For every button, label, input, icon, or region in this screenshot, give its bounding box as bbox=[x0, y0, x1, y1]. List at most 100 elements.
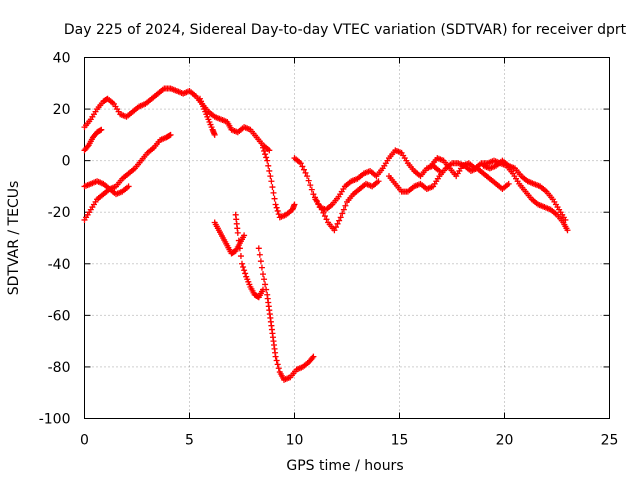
data-point-marker bbox=[270, 189, 277, 196]
data-series-5 bbox=[197, 95, 218, 138]
x-tick-label: 25 bbox=[601, 433, 619, 449]
data-point-marker bbox=[265, 162, 272, 169]
data-point-marker bbox=[237, 253, 244, 260]
y-tick-label: 40 bbox=[53, 51, 71, 67]
data-point-marker bbox=[266, 167, 273, 174]
y-tick-label: -60 bbox=[48, 308, 71, 324]
data-point-marker bbox=[267, 173, 274, 180]
data-point-marker bbox=[339, 210, 346, 217]
data-point-marker bbox=[262, 281, 269, 288]
data-point-marker bbox=[274, 361, 281, 368]
data-point-marker bbox=[297, 160, 304, 167]
data-point-marker bbox=[375, 178, 382, 185]
data-point-marker bbox=[300, 166, 307, 173]
data-point-marker bbox=[242, 270, 249, 277]
data-point-marker bbox=[334, 220, 341, 227]
y-tick-label: -100 bbox=[39, 412, 71, 428]
data-point-marker bbox=[299, 163, 306, 170]
data-point-marker bbox=[260, 144, 266, 151]
data-series-6 bbox=[260, 144, 298, 221]
data-point-marker bbox=[167, 131, 174, 138]
data-point-marker bbox=[310, 353, 317, 360]
data-point-marker bbox=[263, 286, 270, 293]
data-point-marker bbox=[340, 206, 347, 213]
data-point-marker bbox=[304, 173, 311, 180]
data-point-marker bbox=[337, 214, 344, 221]
y-tick-label: -80 bbox=[48, 360, 71, 376]
x-tick-label: 15 bbox=[391, 433, 409, 449]
data-point-marker bbox=[211, 131, 218, 138]
data-point-marker bbox=[307, 182, 314, 189]
data-point-marker bbox=[268, 178, 275, 185]
x-tick-label: 0 bbox=[80, 433, 89, 449]
data-point-marker bbox=[505, 180, 512, 187]
data-point-marker bbox=[274, 207, 281, 214]
data-point-marker bbox=[321, 213, 328, 220]
data-series-13 bbox=[428, 155, 571, 234]
data-point-marker bbox=[273, 204, 280, 211]
data-point-marker bbox=[305, 177, 312, 184]
data-point-marker bbox=[98, 126, 105, 133]
x-tick-label: 10 bbox=[286, 433, 304, 449]
data-series-3 bbox=[81, 131, 174, 223]
data-point-marker bbox=[320, 209, 327, 216]
x-axis-label: GPS time / hours bbox=[286, 458, 403, 474]
chart-title: Day 225 of 2024, Sidereal Day-to-day VTE… bbox=[64, 22, 627, 38]
data-point-marker bbox=[84, 143, 91, 150]
data-point-marker bbox=[266, 147, 273, 154]
data-point-marker bbox=[342, 202, 349, 209]
data-point-marker bbox=[263, 154, 270, 161]
data-point-marker bbox=[264, 157, 271, 164]
data-series-8 bbox=[232, 211, 266, 301]
data-series-14 bbox=[480, 157, 569, 223]
data-point-marker bbox=[271, 195, 278, 202]
data-point-marker bbox=[260, 271, 266, 278]
data-point-marker bbox=[310, 191, 317, 198]
data-series-2 bbox=[81, 126, 105, 154]
data-point-marker bbox=[323, 216, 330, 223]
y-tick-label: 0 bbox=[62, 154, 71, 170]
data-series-9 bbox=[255, 245, 317, 383]
plot-frame bbox=[84, 57, 610, 419]
data-point-marker bbox=[302, 169, 309, 176]
data-point-marker bbox=[257, 258, 264, 265]
data-series-1 bbox=[81, 85, 273, 154]
data-point-marker bbox=[255, 245, 262, 252]
y-tick-label: -40 bbox=[48, 257, 71, 273]
data-point-marker bbox=[262, 151, 269, 158]
data-series-7 bbox=[211, 219, 248, 257]
y-axis-label: SDTVAR / TECUs bbox=[6, 181, 22, 296]
data-point-marker bbox=[273, 357, 280, 364]
data-point-marker bbox=[239, 260, 245, 267]
data-point-marker bbox=[258, 264, 265, 271]
data-point-marker bbox=[562, 216, 569, 223]
data-point-marker bbox=[261, 147, 268, 154]
data-point-marker bbox=[308, 186, 315, 193]
x-tick-label: 20 bbox=[496, 433, 514, 449]
y-tick-label: 20 bbox=[53, 102, 71, 118]
data-point-marker bbox=[336, 217, 343, 224]
y-tick-label: -20 bbox=[48, 205, 71, 221]
data-series-4 bbox=[81, 178, 132, 198]
data-point-marker bbox=[235, 237, 242, 244]
data-point-marker bbox=[256, 251, 263, 258]
x-tick-label: 5 bbox=[185, 433, 194, 449]
data-point-marker bbox=[125, 183, 132, 190]
data-point-marker bbox=[332, 224, 339, 231]
data-point-marker bbox=[291, 201, 298, 208]
data-point-marker bbox=[272, 353, 279, 360]
grid bbox=[84, 57, 610, 419]
data-point-marker bbox=[241, 232, 248, 239]
axis-ticks: 0 5 10 15 20 25 -100 -80 -60 -40 -20 0 20 40 bbox=[39, 51, 619, 449]
data-point-marker bbox=[234, 229, 241, 236]
data-point-marker bbox=[261, 276, 268, 283]
data-point-marker bbox=[241, 267, 248, 274]
data-point-marker bbox=[275, 365, 282, 372]
data-series-11 bbox=[312, 178, 382, 234]
data-point-marker bbox=[564, 227, 571, 234]
data-point-marker bbox=[236, 245, 243, 252]
data-point-marker bbox=[269, 184, 276, 191]
data-point-marker bbox=[331, 227, 338, 234]
data-point-marker bbox=[272, 201, 279, 208]
